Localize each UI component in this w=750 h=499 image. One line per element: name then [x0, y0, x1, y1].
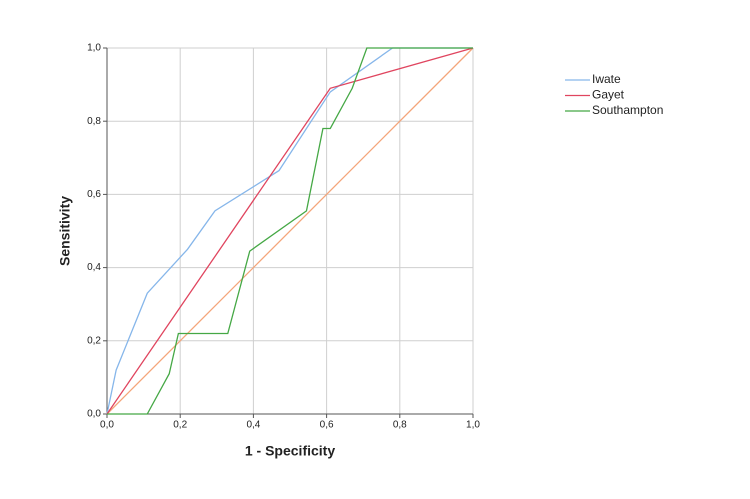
series-line	[107, 47, 473, 415]
y-tick-label: 0,8	[87, 116, 101, 127]
y-tick-label: 0,6	[87, 189, 101, 200]
y-tick-label: 0,0	[87, 409, 101, 420]
y-tick-label: 0,4	[87, 262, 101, 273]
x-tick-label: 0,6	[320, 420, 334, 431]
legend-label: Southampton	[592, 103, 663, 117]
x-tick-label: 1,0	[466, 420, 480, 431]
series-line	[106, 47, 473, 415]
legend-label: Iwate	[592, 72, 621, 86]
x-axis-title: 1 - Specificity	[245, 443, 335, 459]
x-tick-label: 0,0	[100, 420, 114, 431]
y-tick-label: 0,2	[87, 335, 101, 346]
x-tick-label: 0,8	[393, 420, 407, 431]
y-axis-title: Sensitivity	[57, 196, 73, 266]
series-line	[106, 47, 474, 415]
legend-label: Gayet	[592, 88, 625, 102]
x-tick-label: 0,4	[246, 420, 260, 431]
reference-line	[106, 47, 474, 415]
x-tick-label: 0,2	[173, 420, 187, 431]
y-tick-label: 1,0	[87, 43, 101, 54]
